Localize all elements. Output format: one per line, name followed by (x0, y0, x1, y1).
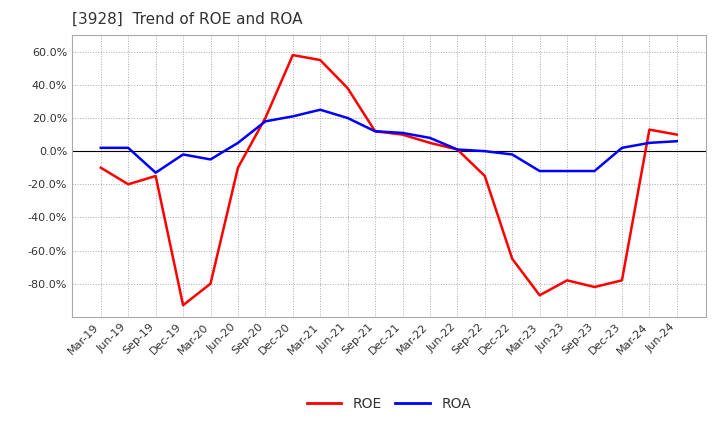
Text: [3928]  Trend of ROE and ROA: [3928] Trend of ROE and ROA (72, 12, 302, 27)
Legend: ROE, ROA: ROE, ROA (301, 392, 477, 417)
